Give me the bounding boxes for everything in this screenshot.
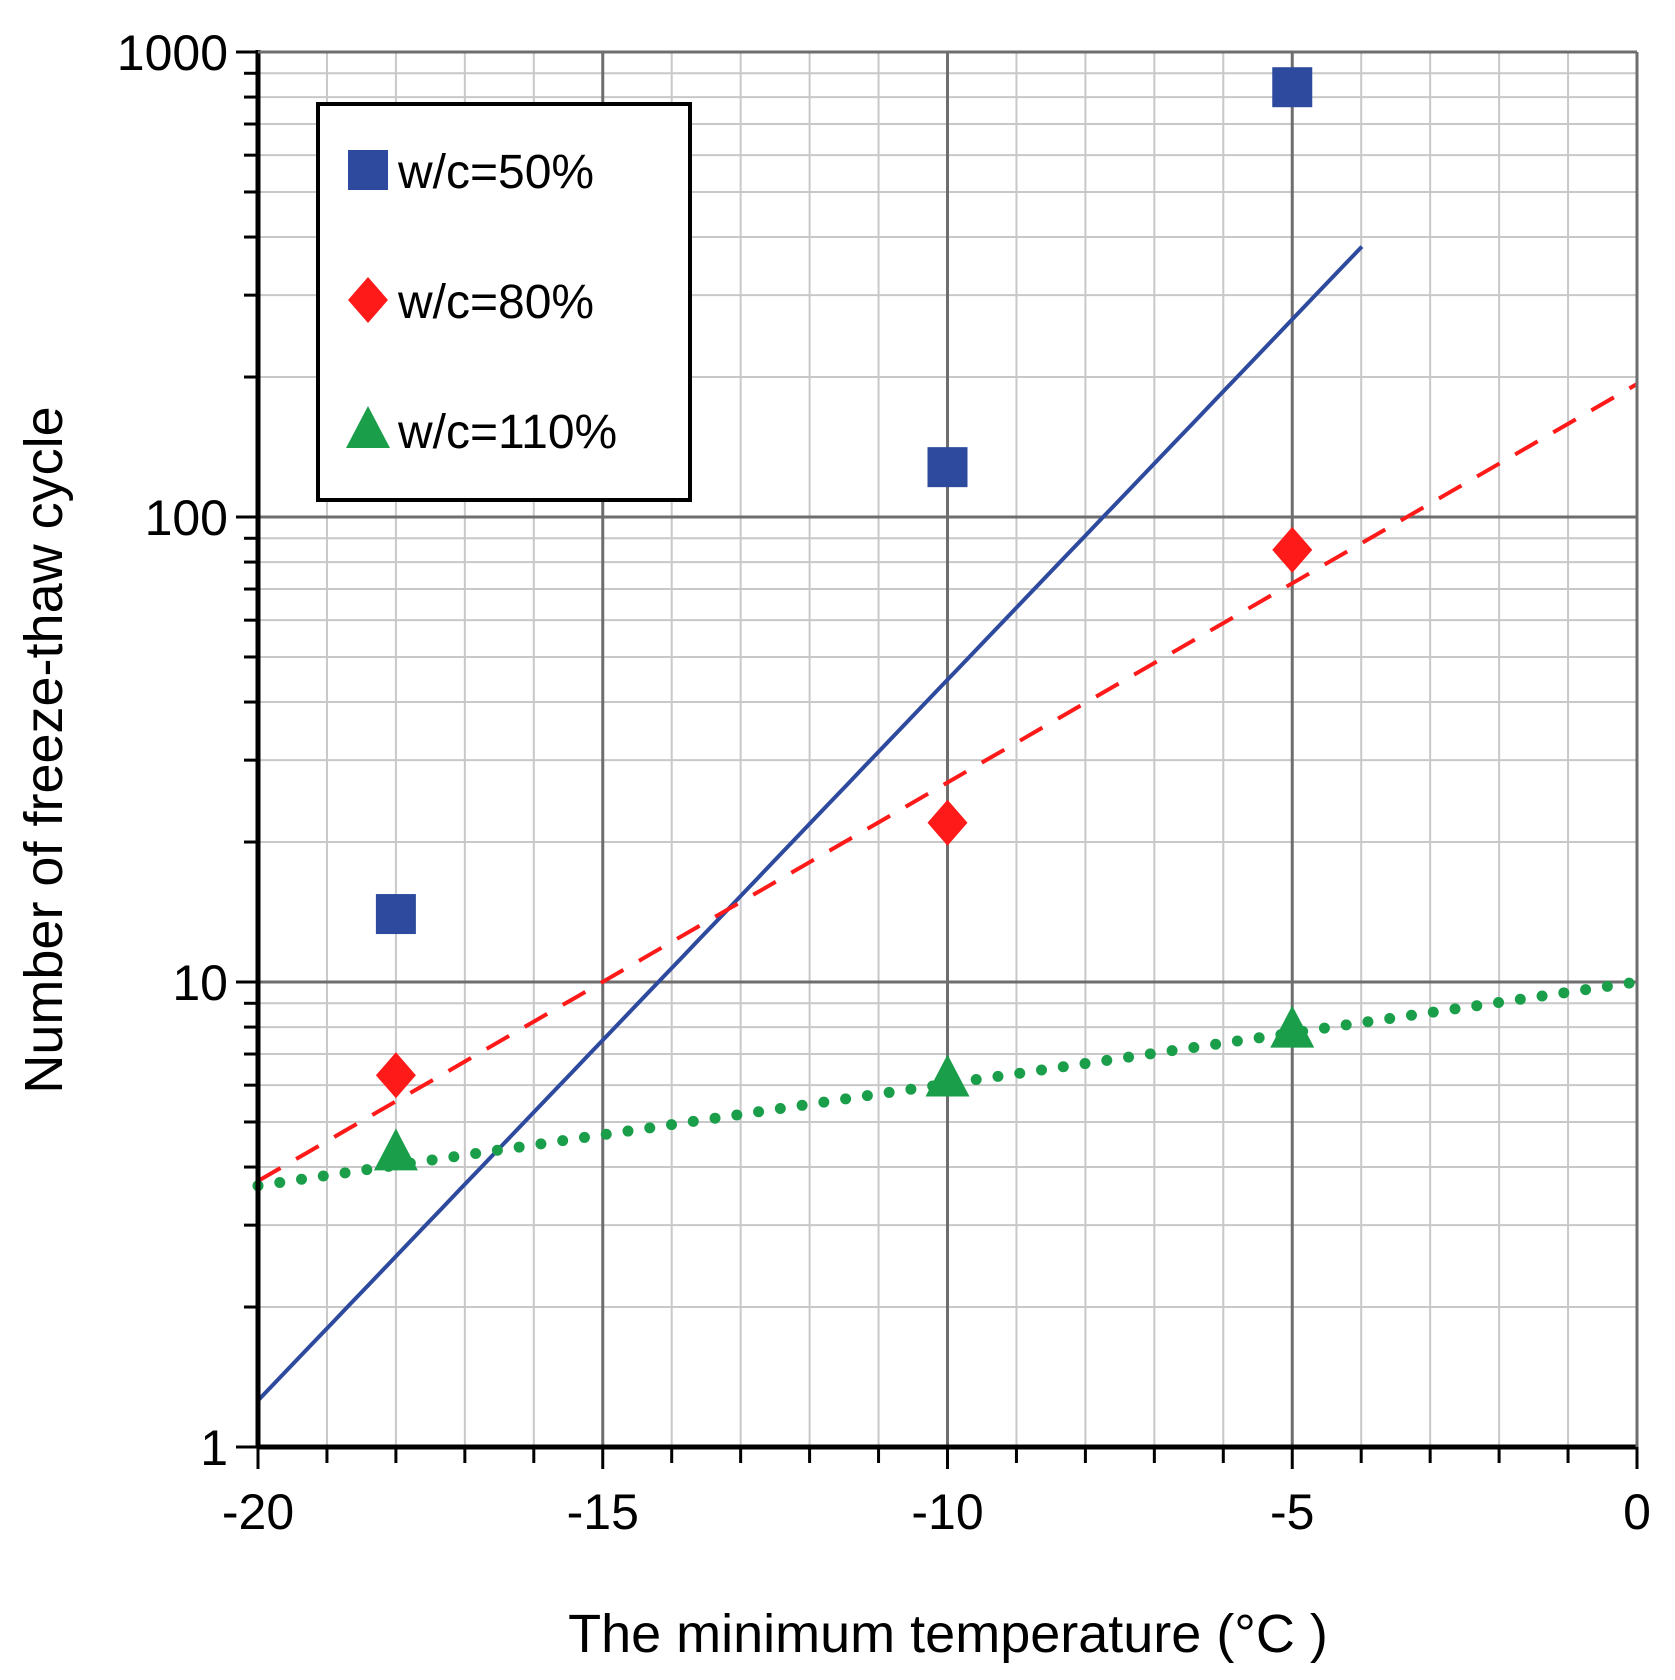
y-tick-label: 10	[172, 955, 228, 1011]
trendline-series-1	[256, 382, 1639, 1183]
data-point-series-0-0	[375, 894, 416, 935]
legend-entry-2: w/c=110%	[346, 406, 617, 459]
legend-marker-triangle-icon	[346, 406, 390, 448]
data-point-series-0-1	[927, 447, 968, 488]
ticks	[236, 50, 1639, 1469]
data-point-series-0-2	[1272, 67, 1313, 108]
data-point-series-2-2	[1270, 1005, 1315, 1048]
data-point-series-1-0	[375, 1052, 416, 1099]
trendlines	[252, 245, 1643, 1402]
x-tick-label: -10	[911, 1484, 983, 1540]
axes	[255, 50, 1639, 1450]
tick-labels: -20 -15 -10 -5 0 1 10 100 1000	[117, 25, 1651, 1540]
legend-label-1: w/c=80%	[397, 276, 594, 329]
x-tick-label: -5	[1270, 1484, 1314, 1540]
y-tick-label: 100	[145, 490, 228, 546]
legend-label-0: w/c=50%	[397, 146, 594, 199]
y-axis-title: Number of freeze-thaw cycle	[14, 406, 74, 1093]
data-point-series-2-1	[925, 1054, 970, 1097]
legend: w/c=50% w/c=80% w/c=110%	[316, 102, 692, 502]
x-axis-title: The minimum temperature (°C )	[568, 1604, 1328, 1664]
y-tick-label: 1	[200, 1420, 228, 1476]
legend-marker-shape-2	[346, 406, 390, 448]
x-tick-label: -15	[567, 1484, 639, 1540]
y-tick-label: 1000	[117, 25, 228, 81]
legend-marker-shape-0	[348, 150, 388, 190]
data-point-series-2-0	[373, 1128, 418, 1171]
legend-marker-shape-1	[348, 277, 388, 323]
markers	[373, 67, 1315, 1171]
legend-entry-0: w/c=50%	[348, 146, 594, 199]
legend-marker-diamond-icon	[348, 277, 388, 323]
legend-label-2: w/c=110%	[397, 406, 617, 459]
trendline-series-0	[256, 245, 1364, 1402]
x-tick-label: 0	[1623, 1484, 1651, 1540]
data-point-series-1-1	[927, 799, 968, 846]
legend-entry-1: w/c=80%	[348, 276, 594, 329]
legend-marker-square-icon	[348, 150, 388, 190]
x-tick-label: -20	[222, 1484, 294, 1540]
trendline-series-2	[252, 976, 1643, 1192]
data-point-series-1-2	[1272, 526, 1313, 573]
